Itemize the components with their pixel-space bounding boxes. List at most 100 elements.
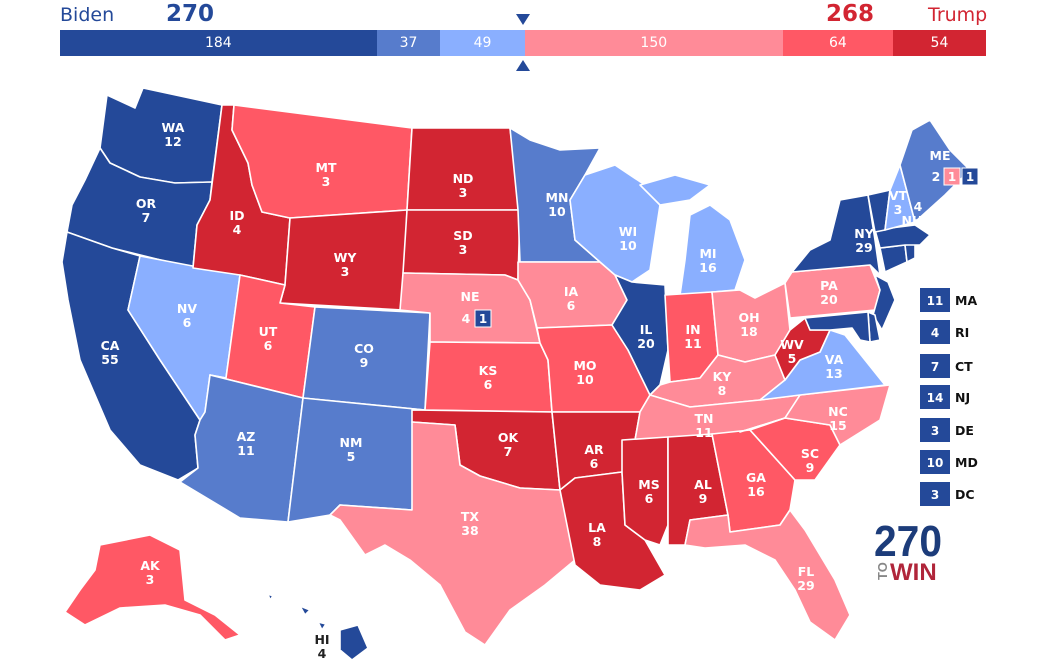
state-label-AZ: AZ 11 — [237, 429, 256, 458]
state-TX[interactable] — [329, 421, 576, 646]
state-CT[interactable] — [879, 244, 908, 273]
district-box-me-2[interactable] — [943, 167, 961, 186]
bar-segment-likely-rep[interactable]: 64 — [782, 30, 893, 56]
logo-to: TO — [875, 562, 890, 580]
small-state-ev-CT: 7 — [931, 360, 939, 374]
state-label-NM: NM 5 — [340, 435, 363, 464]
state-label-ID: ID 4 — [229, 208, 244, 237]
small-state-label-DE: DE — [955, 423, 974, 438]
small-state-MD[interactable]: 10 MD — [920, 450, 978, 474]
district-ev-me-1: 1 — [966, 170, 974, 184]
bar-segment-safe-dem[interactable]: 184 — [60, 30, 377, 56]
state-label-MS: MS 6 — [638, 477, 659, 506]
state-label-IN: IN 11 — [684, 322, 701, 351]
state-label-AL: AL 9 — [694, 477, 712, 506]
state-label-CA: CA 55 — [101, 338, 120, 367]
small-state-RI[interactable]: 4 RI — [920, 320, 969, 344]
small-state-ev-MA: 11 — [927, 294, 944, 308]
state-label-TX: TX 38 — [461, 509, 480, 538]
small-state-label-DC: DC — [955, 487, 975, 502]
logo-number: 270 — [874, 518, 942, 566]
state-label-KY: KY 8 — [713, 369, 733, 398]
small-state-ev-MD: 10 — [927, 456, 944, 470]
state-label-OR: OR 7 — [136, 196, 157, 225]
state-label-MO: MO 10 — [573, 358, 596, 387]
state-label-IA: IA 6 — [564, 284, 579, 313]
state-NC[interactable] — [739, 384, 891, 446]
small-state-DC[interactable]: 3 DC — [920, 482, 975, 506]
electoral-vote-bar: 184 37 49 150 64 54 — [60, 30, 986, 56]
state-NM[interactable] — [287, 397, 426, 523]
logo-win: WIN — [890, 559, 937, 584]
rep-electoral-total: 268 — [826, 1, 875, 27]
district-ev-me-2: 1 — [948, 170, 956, 184]
state-MD[interactable] — [804, 311, 871, 343]
state-MA[interactable] — [874, 224, 931, 249]
state-label-LA: LA 8 — [588, 520, 606, 549]
state-label-OK: OK 7 — [498, 430, 520, 459]
270towin-logo[interactable]: 270 TO WIN — [873, 518, 953, 584]
state-label-AK: AK 3 — [140, 558, 161, 587]
state-label-NC: NC 15 — [828, 404, 848, 433]
small-state-label-CT: CT — [955, 359, 973, 374]
small-state-DE[interactable]: 3 DE — [920, 418, 974, 442]
state-label-HI: HI 4 — [314, 632, 329, 661]
state-label-WY: WY 3 — [334, 250, 358, 279]
state-label-SC: SC 9 — [801, 446, 819, 475]
state-label-SD: SD 3 — [453, 228, 472, 257]
state-label-IL: IL 20 — [637, 322, 655, 351]
state-ME[interactable] — [899, 119, 971, 223]
state-label-MN: MN 10 — [546, 190, 569, 219]
state-label-UT: UT 6 — [259, 324, 278, 353]
state-label-KS: KS 6 — [479, 363, 498, 392]
state-WY[interactable] — [279, 209, 408, 311]
bar-segment-safe-rep[interactable]: 54 — [893, 30, 986, 56]
bar-segment-lean-dem[interactable]: 49 — [440, 30, 525, 56]
state-MI[interactable] — [639, 174, 746, 296]
small-state-NJ[interactable]: 14 NJ — [920, 385, 970, 409]
state-label-WA: WA 12 — [162, 120, 185, 149]
rep-candidate-name: Trump — [928, 4, 988, 26]
small-state-ev-RI: 4 — [931, 326, 939, 340]
bar-segment-likely-dem[interactable]: 37 — [376, 30, 441, 56]
state-label-GA: GA 16 — [746, 470, 766, 499]
state-label-NY: NY 29 — [854, 226, 874, 255]
state-label-OH: OH 18 — [738, 310, 759, 339]
270-marker-bottom-icon — [516, 60, 530, 71]
small-state-label-MA: MA — [955, 293, 977, 308]
small-state-ev-NJ: 14 — [927, 391, 944, 405]
state-label-PA: PA 20 — [820, 278, 838, 307]
small-state-label-MD: MD — [955, 455, 978, 470]
bar-segment-lean-rep[interactable]: 150 — [524, 30, 783, 56]
state-AK[interactable] — [64, 534, 241, 641]
state-label-ND: ND 3 — [453, 171, 474, 200]
state-label-CO: CO 9 — [354, 341, 374, 370]
state-RI[interactable] — [904, 243, 916, 263]
small-state-label-RI: RI — [955, 325, 969, 340]
state-label-NV: NV 6 — [177, 301, 197, 330]
state-label-ME: ME — [930, 148, 951, 163]
state-FL[interactable] — [684, 509, 851, 641]
small-state-ev-DC: 3 — [931, 488, 939, 502]
state-label-NH: 4 NH — [902, 199, 923, 228]
state-label-VT: VT 3 — [889, 188, 908, 217]
dem-electoral-total: 270 — [166, 1, 215, 27]
state-label-NE: NE 4 — [460, 289, 479, 326]
state-NJ[interactable] — [872, 274, 896, 331]
district-box-ne-2[interactable] — [474, 309, 492, 328]
state-LA[interactable] — [559, 471, 666, 591]
small-state-CT[interactable]: 7 CT — [920, 354, 973, 378]
small-state-ev-DE: 3 — [931, 424, 939, 438]
state-label-VA: VA 13 — [825, 352, 844, 381]
small-state-MA[interactable]: 11 MA — [920, 288, 977, 312]
state-label-WV: WV 5 — [780, 337, 804, 366]
district-box-me-1[interactable] — [961, 167, 979, 186]
small-state-label-NJ: NJ — [955, 390, 970, 405]
dem-candidate-name: Biden — [60, 4, 115, 26]
state-HI[interactable] — [267, 593, 369, 661]
state-label-TN: TN 11 — [695, 411, 714, 440]
district-ev-ne-2: 1 — [479, 312, 487, 326]
state-label-FL: FL 29 — [797, 564, 814, 593]
state-ev-ME: 2 — [932, 169, 941, 184]
